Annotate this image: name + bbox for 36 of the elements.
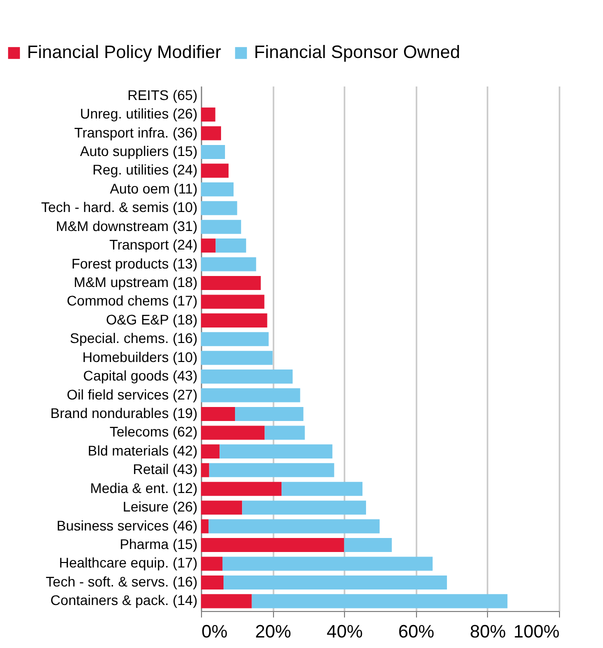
- x-tick-label: 0%: [202, 622, 228, 642]
- x-tick-label: 100%: [513, 622, 560, 642]
- y-tick-label: Special. chems. (16): [70, 330, 198, 346]
- legend-label: Financial Policy Modifier: [27, 42, 222, 62]
- y-tick-label: Auto suppliers (15): [80, 142, 198, 159]
- y-tick-label: Transport (24): [109, 236, 198, 253]
- y-tick-label: Containers & pack. (14): [50, 592, 198, 608]
- x-tick-label: 60%: [398, 622, 434, 642]
- y-tick-label: Forest products (13): [71, 255, 198, 272]
- y-tick-label: REITS (65): [127, 86, 198, 103]
- y-tick-label: Commod chems (17): [66, 292, 198, 309]
- y-tick-label: Pharma (15): [120, 536, 198, 552]
- y-tick-label: M&M downstream (31): [56, 218, 198, 234]
- y-tick-label: Bld materials (42): [88, 442, 198, 458]
- y-tick-label: Media & ent. (12): [90, 480, 198, 496]
- y-tick-label: M&M upstream (18): [74, 274, 198, 290]
- x-tick-label: 80%: [470, 622, 506, 642]
- y-tick-label: Reg. utilities (24): [92, 162, 198, 178]
- y-tick-label: Oil field services (27): [66, 386, 198, 402]
- y-tick-label: Auto oem (11): [110, 180, 198, 196]
- y-tick-label: Tech - hard. & semis (10): [41, 199, 198, 216]
- y-tick-label: Brand nondurables (19): [50, 405, 198, 422]
- y-tick-label: Unreg. utilities (26): [80, 106, 198, 122]
- y-tick-label: Tech - soft. & servs. (16): [46, 573, 198, 590]
- y-tick-label: Business services (46): [56, 517, 198, 534]
- y-tick-label: Homebuilders (10): [82, 348, 198, 365]
- x-tick-label: 20%: [255, 622, 292, 642]
- y-tick-label: Healthcare equip. (17): [58, 554, 198, 571]
- y-tick-label: Retail (43): [132, 461, 198, 478]
- y-tick-label: Capital goods (43): [83, 368, 198, 384]
- y-tick-label: Transport infra. (36): [74, 124, 198, 140]
- y-tick-label: Leisure (26): [122, 498, 198, 515]
- y-tick-label: O&G E&P (18): [106, 311, 198, 328]
- x-tick-label: 40%: [326, 622, 363, 642]
- y-tick-label: Telecoms (62): [110, 424, 198, 440]
- legend-label: Financial Sponsor Owned: [254, 42, 460, 62]
